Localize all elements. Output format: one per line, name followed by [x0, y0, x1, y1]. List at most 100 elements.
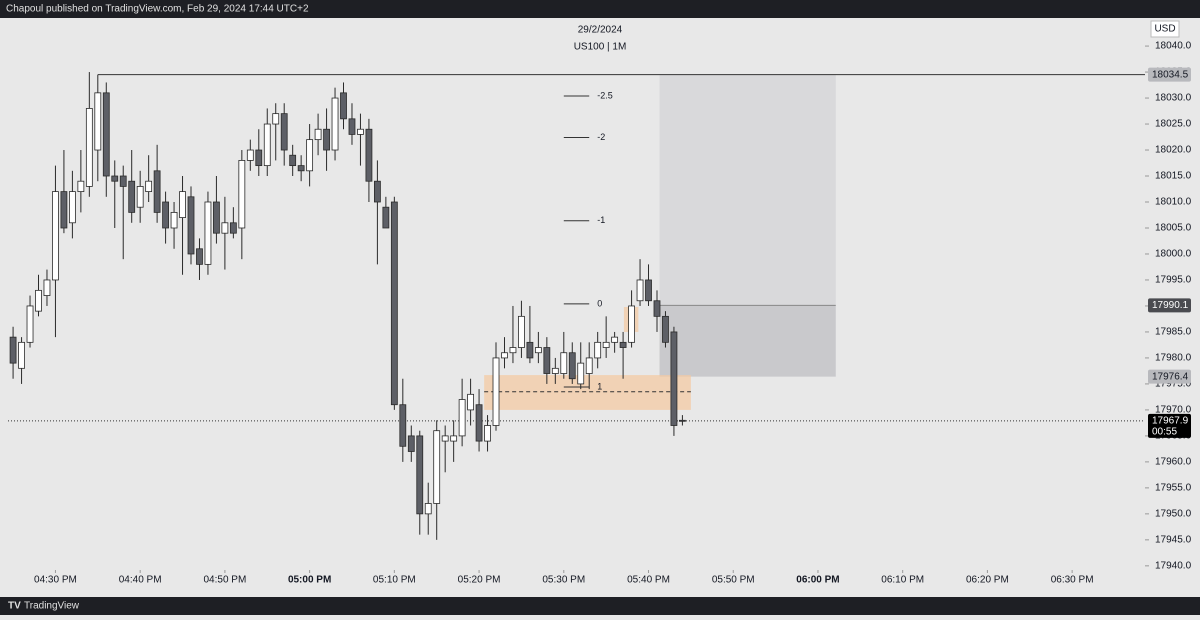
x-tick-label: 05:40 PM [627, 575, 670, 586]
candle-body [458, 399, 466, 437]
candle-body [306, 139, 314, 172]
candle-body [68, 191, 76, 224]
candle-body [399, 404, 407, 447]
candle-body [560, 352, 568, 374]
price-label: 17990.1 [1152, 300, 1189, 311]
price-label-box [1148, 67, 1191, 82]
candle-body [18, 341, 25, 369]
candle-body [585, 357, 593, 374]
candle-body [636, 279, 644, 302]
y-tick-label: 17945.0 [1155, 534, 1192, 545]
price-label-box [1148, 413, 1191, 438]
candle-body [568, 352, 576, 380]
price-label: 17976.4 [1152, 371, 1189, 382]
y-tick-label: 18005.0 [1155, 223, 1192, 234]
candle-body [289, 154, 297, 167]
candle-body [162, 201, 169, 229]
price-label-box [1148, 369, 1191, 384]
candle-body [246, 149, 254, 161]
candle-body [60, 191, 68, 229]
x-tick-label: 05:10 PM [373, 575, 416, 586]
footer-bar [0, 597, 1200, 615]
x-tick-label: 04:30 PM [34, 575, 77, 586]
candle-body [280, 113, 288, 151]
header-bar [0, 0, 1200, 18]
y-tick-label: 17955.0 [1155, 483, 1192, 494]
fib-label: -1 [597, 215, 605, 225]
candle-body [424, 503, 432, 515]
candle-body [433, 430, 441, 504]
candle-body [611, 336, 619, 343]
candle-body [297, 165, 305, 172]
candle-body [272, 113, 280, 125]
y-tick-label: 17940.0 [1155, 560, 1192, 571]
candle-body [416, 435, 424, 515]
candle-body [551, 367, 559, 374]
candle-body [128, 180, 136, 213]
candle-body [77, 180, 85, 193]
candle-body [35, 289, 42, 312]
candle-body [662, 315, 669, 343]
candle-body [238, 160, 246, 229]
candle-body [314, 128, 322, 141]
candle-body [323, 128, 330, 151]
candle-body [204, 201, 212, 265]
currency-box[interactable] [1150, 20, 1180, 38]
candle-body [602, 341, 610, 348]
y-tick-label: 18030.0 [1155, 93, 1192, 104]
candle-body [340, 92, 347, 120]
candle-body [221, 222, 229, 234]
candle-body [670, 331, 678, 426]
header-text: Chapoul published on TradingView.com, Fe… [6, 4, 309, 15]
y-tick-label: 17970.0 [1155, 405, 1192, 416]
candle-body [543, 347, 551, 374]
candle-body [653, 300, 661, 317]
x-tick-label: 04:40 PM [119, 575, 162, 586]
candle-body [577, 362, 585, 385]
price-label-box [1148, 298, 1191, 313]
candle-body [136, 186, 144, 208]
y-tick-label: 17975.0 [1155, 379, 1192, 390]
candle-body [26, 305, 34, 343]
x-tick-label: 05:20 PM [458, 575, 501, 586]
y-tick-label: 18010.0 [1155, 197, 1192, 208]
candle-body [85, 108, 93, 187]
candle-body [501, 352, 508, 359]
candle-body [628, 305, 635, 343]
candle-body [348, 118, 356, 135]
x-tick-label: 05:00 PM [288, 575, 331, 586]
candle-body [52, 191, 59, 281]
candle-body [407, 435, 415, 452]
y-tick-label: 18020.0 [1155, 145, 1192, 156]
candle-body [492, 357, 500, 426]
candle-body [43, 279, 51, 296]
y-tick-label: 17980.0 [1155, 353, 1192, 364]
candle-body [594, 341, 602, 359]
x-tick-label: 05:50 PM [712, 575, 755, 586]
candle-body [145, 180, 153, 193]
candle-body [534, 347, 542, 354]
candle-body [331, 97, 339, 151]
fib-label: -2 [597, 132, 605, 142]
logo-mark: TV [8, 601, 21, 612]
candle-body [365, 128, 373, 182]
candle-body [153, 170, 161, 213]
y-tick-label: 17995.0 [1155, 275, 1192, 286]
x-tick-label: 05:30 PM [542, 575, 585, 586]
candle-body [484, 425, 491, 442]
candle-body [357, 128, 364, 135]
candle-body [119, 175, 127, 187]
fib-label: 1 [597, 381, 602, 391]
candle-body [679, 419, 686, 422]
reward-zone [659, 305, 836, 377]
candle-body [509, 347, 517, 354]
candle-body [94, 92, 102, 151]
candle-body [102, 92, 110, 177]
y-tick-label: 17960.0 [1155, 457, 1192, 468]
candle-body [645, 279, 652, 302]
risk-zone [659, 74, 836, 306]
candle-body [475, 404, 483, 442]
candle-body [9, 336, 17, 364]
